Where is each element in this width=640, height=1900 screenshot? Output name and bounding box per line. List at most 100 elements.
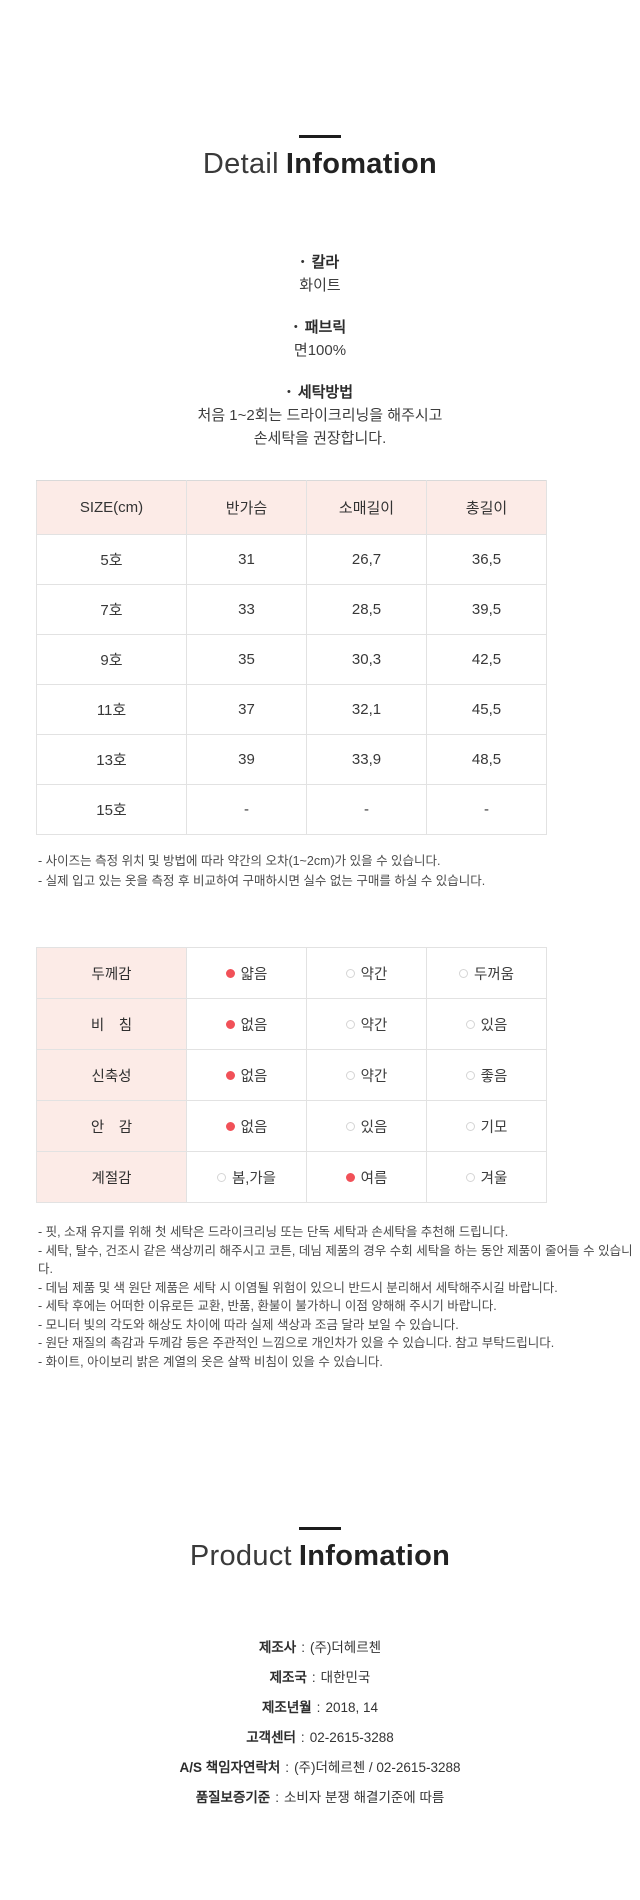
field-separator: : — [311, 1670, 316, 1685]
info-label: 칼라 — [311, 254, 340, 271]
info-item-color: • 칼라 화이트 — [0, 251, 640, 297]
size-cell: - — [426, 784, 547, 835]
radio-icon — [465, 1121, 475, 1131]
field-label: 제조사 — [258, 1640, 297, 1655]
radio-icon — [345, 1121, 355, 1131]
attr-option: 봄,가을 — [186, 1151, 307, 1203]
table-row: 11호 37 32,1 45,5 — [36, 684, 547, 735]
field-separator: : — [316, 1700, 321, 1715]
size-cell: 9호 — [36, 634, 187, 685]
size-cell: 5호 — [36, 534, 187, 585]
field-value: 소비자 분쟁 해결기준에 따름 — [284, 1790, 445, 1805]
info-value: 처음 1~2회는 드라이크리닝을 해주시고 — [197, 407, 443, 424]
attr-label: 안 감 — [36, 1100, 187, 1152]
info-value: 화이트 — [299, 277, 341, 294]
note-line: - 원단 재질의 촉감과 두께감 등은 주관적인 느낌으로 개인차가 있을 수 … — [38, 1336, 555, 1350]
attr-option: 있음 — [426, 998, 547, 1050]
title-bold-part: Infomation — [285, 148, 438, 180]
radio-icon — [216, 1172, 226, 1182]
size-cell: 33,9 — [306, 734, 427, 785]
field-value: 2018, 14 — [325, 1700, 378, 1715]
size-cell: 42,5 — [426, 634, 547, 685]
product-field-manufacturer: 제조사: (주)더헤르첸 — [0, 1637, 640, 1658]
note-line: - 화이트, 아이보리 밝은 계열의 옷은 살짝 비침이 있을 수 있습니다. — [38, 1354, 383, 1369]
field-value: 대한민국 — [320, 1670, 371, 1685]
attr-option: 좋음 — [426, 1049, 547, 1101]
attr-option-label: 두꺼움 — [473, 966, 515, 983]
size-cell: 28,5 — [306, 584, 427, 635]
product-field-country: 제조국: 대한민국 — [0, 1667, 640, 1688]
note-line: - 사이즈는 측정 위치 및 방법에 따라 약간의 오차(1~2cm)가 있을 … — [38, 854, 441, 868]
attr-option-label: 좋음 — [480, 1068, 508, 1085]
column-header-total-length: 총길이 — [426, 480, 547, 535]
attr-option-label: 없음 — [240, 1119, 268, 1136]
attr-option-label: 약간 — [360, 966, 388, 983]
size-cell: 39,5 — [426, 584, 547, 635]
attr-option: 기모 — [426, 1100, 547, 1152]
radio-icon — [458, 968, 468, 978]
table-row: 비 침 없음 약간 있음 — [36, 998, 547, 1050]
info-label: 패브릭 — [304, 319, 347, 336]
size-table-notes: - 사이즈는 측정 위치 및 방법에 따라 약간의 오차(1~2cm)가 있을 … — [38, 851, 640, 891]
care-notes: - 핏, 소재 유지를 위해 첫 세탁은 드라이크리닝 또는 단독 세탁과 손세… — [38, 1223, 640, 1371]
radio-icon — [225, 1019, 235, 1029]
radio-icon — [225, 1070, 235, 1080]
note-line: - 모니터 빛의 각도와 해상도 차이에 따라 실제 색상과 조금 달라 보일 … — [38, 1317, 459, 1332]
bullet-icon: • — [286, 386, 291, 398]
column-header-size: SIZE(cm) — [36, 480, 187, 535]
radio-icon — [465, 1019, 475, 1029]
attr-option-label: 있음 — [480, 1017, 508, 1034]
table-row: 9호 35 30,3 42,5 — [36, 634, 547, 685]
radio-icon — [345, 968, 355, 978]
column-header-half-chest: 반가슴 — [186, 480, 307, 535]
field-value: (주)더헤르첸 — [309, 1640, 382, 1655]
note-line: - 데님 제품 및 색 원단 제품은 세탁 시 이염될 위험이 있으니 반드시 … — [38, 1280, 558, 1295]
attr-label: 신축성 — [36, 1049, 187, 1101]
field-label: 고객센터 — [246, 1730, 296, 1745]
size-cell: 36,5 — [426, 534, 547, 585]
attr-option-label: 기모 — [480, 1119, 508, 1136]
attr-option: 약간 — [306, 947, 427, 999]
attr-option: 약간 — [306, 1049, 427, 1101]
section-divider — [299, 1527, 341, 1530]
size-cell: 7호 — [36, 584, 187, 635]
size-cell: 31 — [186, 534, 307, 585]
product-section-header: Product Infomation — [0, 1527, 640, 1573]
attr-option: 약간 — [306, 998, 427, 1050]
title-light-part: Product — [189, 1540, 292, 1572]
size-cell: 32,1 — [306, 684, 427, 735]
attr-option-label: 약간 — [360, 1068, 388, 1085]
radio-icon — [225, 1121, 235, 1131]
bullet-icon: • — [300, 256, 305, 268]
table-row: 13호 39 33,9 48,5 — [36, 734, 547, 785]
detail-section-header: Detail Infomation — [0, 0, 640, 181]
field-separator: : — [285, 1760, 290, 1775]
attr-option-label: 겨울 — [480, 1170, 508, 1187]
field-separator: : — [301, 1640, 305, 1655]
attr-option-label: 약간 — [360, 1017, 388, 1034]
field-label: 제조국 — [269, 1670, 307, 1685]
attr-option-label: 얇음 — [240, 966, 268, 983]
product-field-as-contact: A/S 책임자연락처: (주)더헤르첸 / 02-2615-3288 — [0, 1757, 640, 1778]
section-divider — [299, 135, 341, 138]
attr-option: 얇음 — [186, 947, 307, 999]
size-cell: 26,7 — [306, 534, 427, 585]
product-fields: 제조사: (주)더헤르첸 제조국: 대한민국 제조년월:2018, 14 고객센터:… — [0, 1637, 640, 1808]
note-line: - 세탁, 탈수, 건조시 같은 색상끼리 해주시고 코튼, 데님 제품의 경우… — [38, 1243, 633, 1277]
field-separator: : — [300, 1730, 305, 1745]
table-row: 신축성 없음 약간 좋음 — [36, 1049, 547, 1101]
note-line: - 세탁 후에는 어떠한 이유로든 교환, 반품, 환불이 불가하니 이점 양해… — [38, 1299, 497, 1313]
product-field-warranty: 품질보증기준: 소비자 분쟁 해결기준에 따름 — [0, 1787, 640, 1808]
size-cell: 13호 — [36, 734, 187, 785]
table-row: 15호 - - - — [36, 784, 547, 835]
detail-section-title: Detail Infomation — [0, 148, 640, 181]
size-cell: - — [306, 784, 427, 835]
info-item-washing: • 세탁방법 처음 1~2회는 드라이크리닝을 해주시고 손세탁을 권장합니다. — [0, 381, 640, 450]
attr-option-label: 없음 — [240, 1068, 268, 1085]
field-label: A/S 책임자연락처 — [179, 1760, 281, 1775]
field-value: (주)더헤르첸 / 02-2615-3288 — [294, 1760, 461, 1775]
product-field-date: 제조년월:2018, 14 — [0, 1697, 640, 1718]
table-row: 안 감 없음 있음 기모 — [36, 1100, 547, 1152]
attr-label: 비 침 — [36, 998, 187, 1050]
